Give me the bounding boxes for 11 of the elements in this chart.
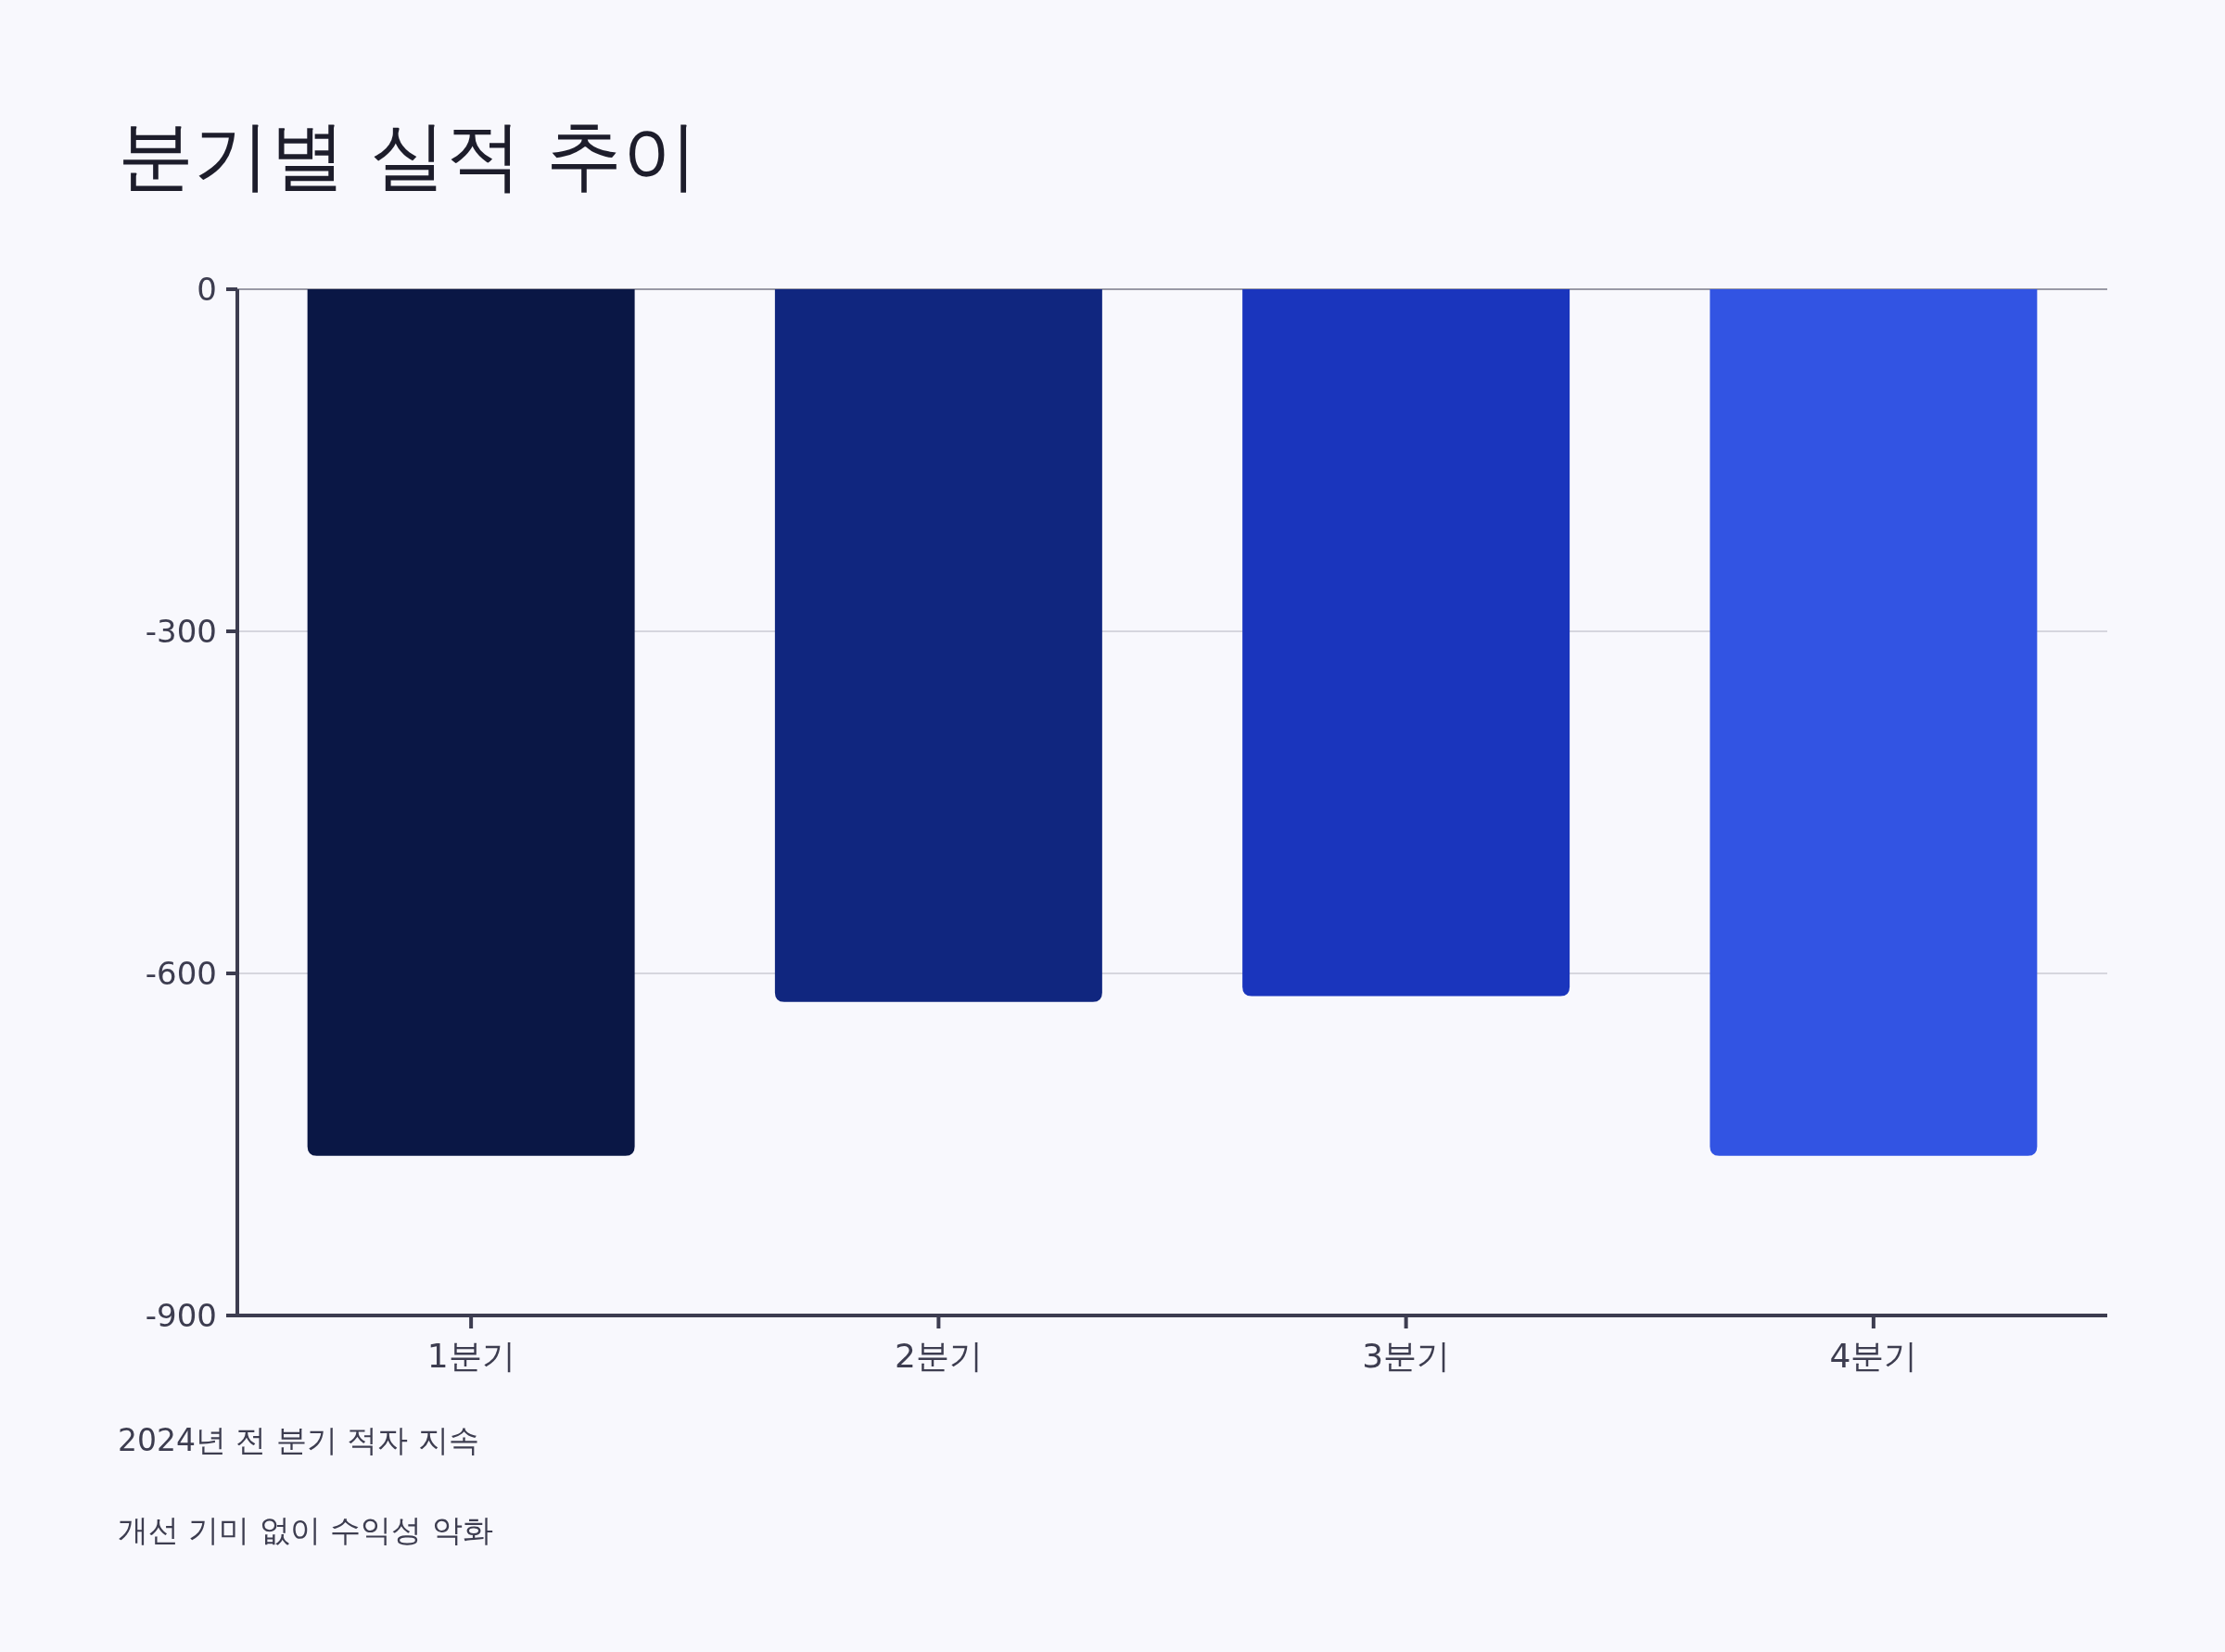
y-tick-label: 0 [197,271,217,308]
x-tick-label: 2분기 [894,1337,983,1375]
chart-title: 분기별 실적 추이 [118,111,699,199]
y-tick-label: -300 [145,613,217,650]
y-tick-label: -900 [145,1297,217,1334]
y-tick-label: -600 [145,955,217,992]
text: 2024년 전 분기 적자 지속 [118,1422,479,1458]
x-tick-label: 1분기 [426,1337,515,1375]
x-tick-label: 4분기 [1829,1337,1918,1375]
x-tick-label: 3분기 [1362,1337,1451,1375]
text: 개선 기미 없이 수익성 악화 [118,1512,493,1548]
